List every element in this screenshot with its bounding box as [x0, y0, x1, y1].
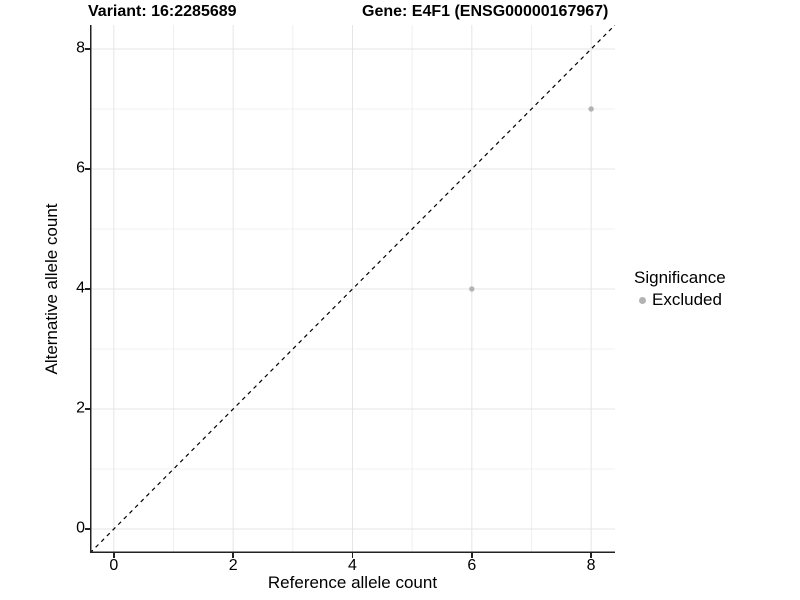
data-point [588, 106, 594, 112]
y-tick-mark [85, 48, 90, 50]
y-tick-label: 0 [76, 519, 85, 537]
variant-title: Variant: 16:2285689 [88, 3, 237, 20]
legend-item: Excluded [633, 290, 726, 310]
x-tick-label: 8 [586, 557, 596, 574]
x-tick-mark [351, 553, 354, 558]
y-tick-mark [85, 528, 90, 530]
y-tick-label: 2 [76, 399, 85, 417]
legend: Significance Excluded [633, 268, 726, 310]
legend-items: Excluded [633, 290, 726, 310]
legend-item-label: Excluded [652, 290, 722, 309]
data-point [469, 286, 475, 292]
y-tick-mark [85, 168, 90, 170]
legend-key-dot-icon [639, 296, 646, 304]
y-tick-mark [85, 288, 90, 290]
plot-canvas [90, 25, 615, 553]
y-tick-label: 6 [76, 159, 85, 177]
y-tick-label: 8 [76, 39, 85, 57]
y-tick-mark [85, 408, 90, 410]
x-tick-mark [113, 553, 115, 558]
legend-title: Significance [634, 268, 726, 287]
x-tick-label: 2 [228, 557, 238, 574]
x-tick-label: 0 [109, 557, 119, 574]
x-tick-mark [471, 553, 473, 558]
gene-title: Gene: E4F1 (ENSG00000167967) [362, 3, 609, 20]
x-tick-label: 6 [467, 557, 477, 574]
x-tick-mark [232, 553, 234, 558]
x-tick-label: 4 [348, 557, 357, 574]
x-axis-title: Reference allele count [267, 573, 438, 592]
y-axis-title: Alternative allele count [42, 203, 61, 375]
plot-panel [90, 25, 615, 553]
y-tick-label: 4 [76, 279, 85, 297]
x-tick-mark [590, 553, 592, 558]
